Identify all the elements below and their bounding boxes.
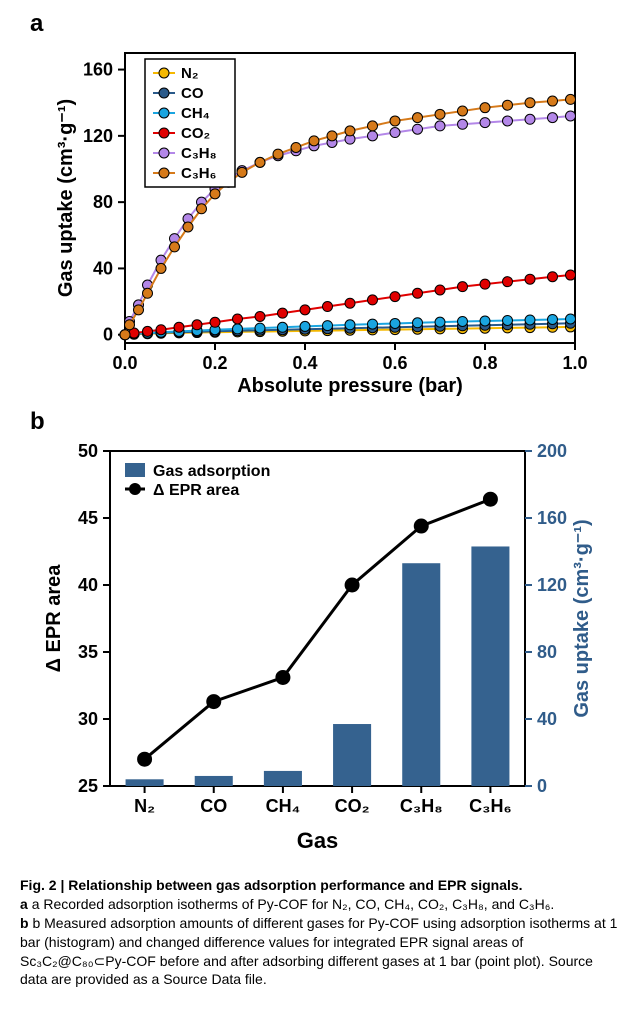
svg-text:Δ EPR area: Δ EPR area (153, 482, 239, 499)
svg-text:N₂: N₂ (134, 796, 155, 816)
svg-text:CH₄: CH₄ (181, 105, 210, 122)
svg-text:120: 120 (83, 126, 113, 146)
svg-text:Gas: Gas (297, 828, 339, 853)
svg-text:40: 40 (93, 258, 113, 278)
figure-2: a 0.0 0.2 0.4 0.6 0.8 1.0 0 40 80 120 160 Absolute … (0, 0, 640, 866)
svg-text:80: 80 (537, 642, 557, 662)
svg-text:80: 80 (93, 192, 113, 212)
svg-text:C₃H₆: C₃H₆ (181, 165, 216, 182)
svg-text:Δ EPR area: Δ EPR area (43, 564, 65, 673)
figure-caption: Fig. 2 | Relationship between gas adsorp… (0, 866, 640, 1009)
svg-text:200: 200 (537, 441, 567, 461)
svg-text:0: 0 (537, 776, 547, 796)
svg-text:30: 30 (78, 709, 98, 729)
caption-b: b b Measured adsorption amounts of diffe… (20, 915, 617, 988)
caption-title: Fig. 2 | Relationship between gas adsorp… (20, 877, 523, 893)
svg-text:160: 160 (537, 508, 567, 528)
svg-text:CO₂: CO₂ (335, 796, 370, 816)
svg-text:C₃H₈: C₃H₈ (181, 145, 217, 162)
svg-text:Gas uptake (cm³·g⁻¹): Gas uptake (cm³·g⁻¹) (55, 99, 77, 297)
svg-text:0.0: 0.0 (112, 353, 137, 373)
svg-text:Gas adsorption: Gas adsorption (153, 463, 270, 480)
panel-b-label: b (30, 408, 45, 435)
chart-b: 25 30 35 40 45 50 0 40 80 120 160 200 N₂ CO CH₄ CO₂ C₃H₈… (40, 436, 600, 856)
svg-text:50: 50 (78, 441, 98, 461)
svg-text:25: 25 (78, 776, 98, 796)
svg-text:CO: CO (200, 796, 227, 816)
svg-text:C₃H₈: C₃H₈ (400, 796, 443, 816)
svg-text:CO: CO (181, 85, 204, 102)
svg-text:Absolute pressure (bar): Absolute pressure (bar) (237, 375, 463, 397)
svg-text:C₃H₆: C₃H₆ (469, 796, 512, 816)
svg-text:0.2: 0.2 (202, 353, 227, 373)
svg-text:Gas uptake (cm³·g⁻¹): Gas uptake (cm³·g⁻¹) (571, 519, 593, 717)
svg-text:40: 40 (537, 709, 557, 729)
svg-text:CO₂: CO₂ (181, 125, 210, 142)
svg-text:0: 0 (103, 325, 113, 345)
svg-text:0.6: 0.6 (382, 353, 407, 373)
svg-text:N₂: N₂ (181, 65, 199, 82)
svg-text:35: 35 (78, 642, 98, 662)
svg-text:0.8: 0.8 (472, 353, 497, 373)
panel-a-label: a (30, 10, 43, 37)
chart-a: 0.0 0.2 0.4 0.6 0.8 1.0 0 40 80 120 160 Absolute pr… (50, 38, 590, 398)
svg-text:40: 40 (78, 575, 98, 595)
svg-text:120: 120 (537, 575, 567, 595)
caption-a: a a Recorded adsorption isotherms of Py-… (20, 896, 554, 912)
svg-text:0.4: 0.4 (292, 353, 317, 373)
svg-text:45: 45 (78, 508, 98, 528)
svg-text:CH₄: CH₄ (266, 796, 301, 816)
svg-text:1.0: 1.0 (562, 353, 587, 373)
svg-text:160: 160 (83, 60, 113, 80)
